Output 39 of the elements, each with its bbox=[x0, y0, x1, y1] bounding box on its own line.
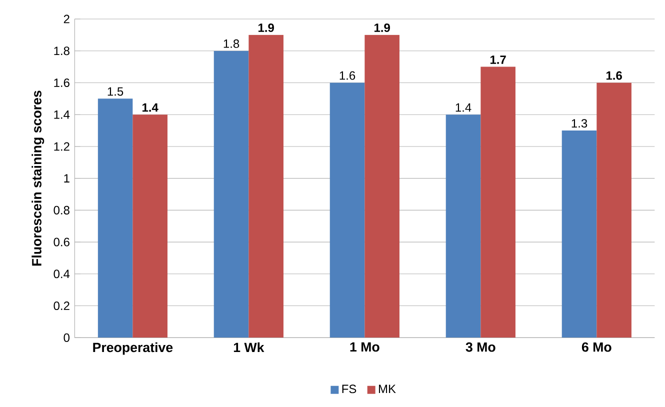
legend-label: MK bbox=[378, 384, 396, 393]
y-tick-label: 0.8 bbox=[54, 206, 70, 214]
bar bbox=[562, 130, 597, 338]
bar bbox=[98, 98, 133, 338]
x-tick-label: 1 Wk bbox=[234, 342, 264, 352]
y-tick-label: 1 bbox=[64, 174, 70, 182]
bar bbox=[596, 82, 632, 338]
y-tick-label: 1.8 bbox=[54, 46, 70, 56]
y-axis-title: Fluorescein staining scores bbox=[32, 90, 44, 266]
legend-label: FS bbox=[342, 384, 356, 394]
x-tick-label: Preoperative bbox=[93, 342, 173, 355]
y-tick-label: 0.2 bbox=[54, 302, 70, 310]
y-tick-label: 0.6 bbox=[54, 238, 70, 246]
y-tick-label: 1.6 bbox=[54, 78, 70, 87]
y-tick-label: 1.2 bbox=[54, 142, 70, 151]
y-tick-label: 2 bbox=[64, 14, 70, 24]
bar bbox=[480, 66, 516, 338]
x-tick-label: 6 Mo bbox=[582, 342, 612, 352]
data-label: 1.5 bbox=[108, 87, 124, 96]
data-label: 1.9 bbox=[374, 23, 390, 32]
y-tick-label: 1.4 bbox=[54, 110, 70, 119]
bar bbox=[132, 114, 168, 338]
bar bbox=[330, 82, 365, 338]
data-label: 1.6 bbox=[340, 71, 356, 80]
data-label: 1.7 bbox=[490, 56, 506, 64]
data-label: 1.4 bbox=[142, 103, 158, 112]
y-tick-label: 0.4 bbox=[54, 270, 70, 278]
data-label: 1.6 bbox=[606, 71, 622, 80]
data-label: 1.4 bbox=[456, 103, 472, 112]
bar bbox=[248, 34, 284, 338]
bar bbox=[214, 50, 249, 338]
data-label: 1.9 bbox=[258, 23, 274, 32]
y-tick-label: 0 bbox=[64, 333, 70, 342]
x-tick-label: 3 Mo bbox=[466, 342, 496, 352]
data-label: 1.3 bbox=[572, 119, 588, 128]
data-label: 1.8 bbox=[224, 39, 240, 48]
bar bbox=[446, 114, 481, 338]
x-tick-label: 1 Mo bbox=[350, 342, 380, 352]
bar bbox=[364, 34, 400, 338]
